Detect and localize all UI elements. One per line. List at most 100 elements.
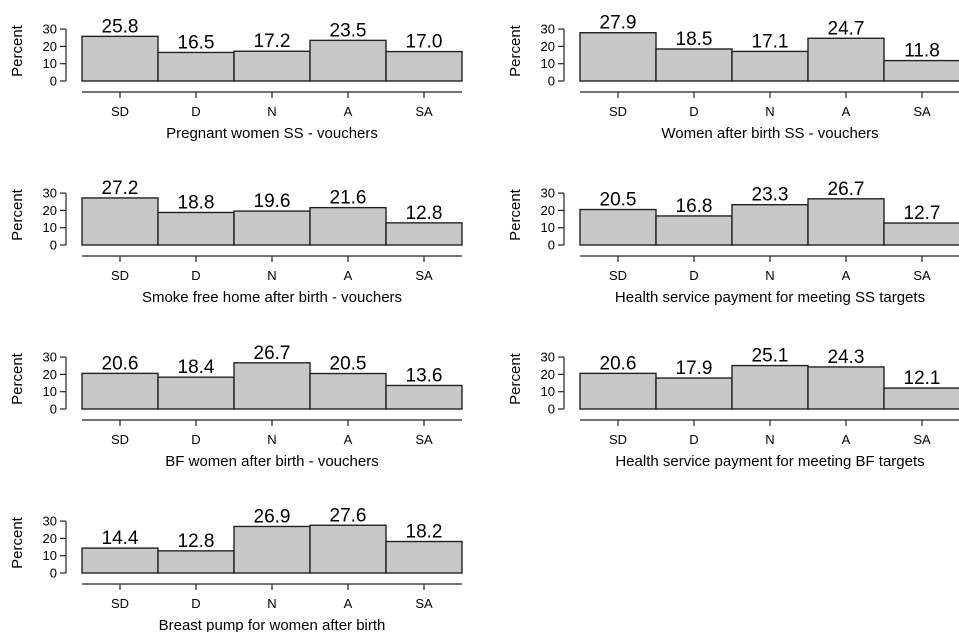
- y-tick-label: 0: [50, 238, 57, 253]
- bar-sa: [385, 540, 463, 574]
- y-tick-label: 30: [541, 350, 555, 365]
- bar-d: [157, 376, 235, 410]
- bar-d: [157, 211, 235, 246]
- x-tick-label: N: [267, 268, 276, 283]
- y-tick-label: 10: [541, 56, 555, 71]
- bar-value-label: 20.6: [600, 353, 637, 374]
- bar-a: [309, 524, 387, 574]
- x-tick-label: N: [765, 432, 774, 447]
- bar-value-label: 12.8: [406, 203, 443, 224]
- bar-sa: [385, 222, 463, 246]
- y-tick-label: 20: [43, 531, 57, 546]
- x-tick-label: N: [267, 104, 276, 119]
- x-tick-label: SA: [415, 432, 433, 447]
- bar-value-label: 25.8: [102, 16, 139, 37]
- y-tick-label: 10: [43, 56, 57, 71]
- bar-d: [655, 215, 733, 246]
- bar-n: [731, 50, 809, 82]
- y-tick-label: 0: [50, 402, 57, 417]
- bar-sd: [81, 547, 159, 574]
- y-axis-label: Percent: [9, 516, 26, 569]
- bar-n: [233, 50, 311, 82]
- bar-sd: [579, 372, 657, 410]
- bar-value-label: 16.8: [676, 196, 713, 217]
- x-tick-label: D: [191, 104, 200, 119]
- bar-sa: [883, 59, 959, 82]
- bar-n: [731, 364, 809, 410]
- x-tick-label: D: [191, 268, 200, 283]
- x-tick-label: SD: [111, 596, 129, 611]
- x-tick-label: A: [344, 596, 353, 611]
- bar-value-label: 20.5: [330, 354, 367, 375]
- bar-value-label: 18.8: [178, 192, 215, 213]
- bar-value-label: 12.1: [904, 368, 941, 389]
- y-tick-label: 30: [43, 514, 57, 529]
- bar-d: [157, 550, 235, 574]
- y-tick-label: 20: [43, 203, 57, 218]
- bar-value-label: 18.5: [676, 29, 713, 50]
- x-tick-label: SA: [913, 432, 931, 447]
- bar-sd: [579, 208, 657, 246]
- x-tick-label: SD: [609, 432, 627, 447]
- bar-value-label: 27.9: [600, 13, 637, 34]
- x-tick-label: D: [689, 432, 698, 447]
- bar-n: [233, 525, 311, 574]
- bar-a: [807, 37, 885, 82]
- bar-n: [233, 210, 311, 246]
- bar-value-label: 27.6: [330, 505, 367, 526]
- x-tick-label: SA: [913, 104, 931, 119]
- bar-value-label: 20.6: [102, 353, 139, 374]
- y-tick-label: 20: [541, 39, 555, 54]
- x-tick-label: A: [842, 432, 851, 447]
- y-tick-label: 0: [548, 402, 555, 417]
- y-axis-label: Percent: [507, 352, 524, 405]
- x-tick-label: SA: [913, 268, 931, 283]
- x-tick-label: SD: [609, 104, 627, 119]
- x-tick-label: SD: [609, 268, 627, 283]
- bar-value-label: 18.2: [406, 522, 443, 543]
- bar-value-label: 24.3: [828, 347, 865, 368]
- x-tick-label: SA: [415, 268, 433, 283]
- bar-value-label: 19.6: [254, 191, 291, 212]
- bar-value-label: 11.8: [904, 41, 940, 62]
- y-tick-label: 20: [541, 203, 555, 218]
- chart-panel-6: Percent 0 10 20 30 20.6 17.9 25.1 24.3 12.1 SD D N A S…: [507, 346, 959, 470]
- y-axis-label: Percent: [9, 188, 26, 241]
- x-tick-label: N: [765, 104, 774, 119]
- chart-panel-4: Percent 0 10 20 30 20.5 16.8 23.3 26.7 12.7 SD D N A S…: [507, 179, 959, 306]
- bar-sa: [883, 387, 959, 410]
- bar-value-label: 26.9: [254, 506, 291, 527]
- bar-d: [157, 51, 235, 82]
- bar-value-label: 16.5: [178, 32, 215, 53]
- bar-value-label: 25.1: [752, 346, 789, 367]
- bar-value-label: 20.5: [600, 190, 637, 211]
- bar-value-label: 26.7: [254, 343, 291, 364]
- y-tick-label: 10: [541, 220, 555, 235]
- bar-d: [655, 48, 733, 82]
- x-tick-label: A: [344, 104, 353, 119]
- bar-value-label: 23.5: [330, 20, 367, 41]
- y-tick-label: 10: [43, 384, 57, 399]
- bar-n: [233, 362, 311, 410]
- chart-title: Health service payment for meeting SS ta…: [615, 289, 925, 306]
- bar-value-label: 21.6: [330, 188, 367, 209]
- y-tick-label: 20: [43, 39, 57, 54]
- bar-a: [309, 372, 387, 410]
- y-tick-label: 30: [43, 186, 57, 201]
- x-tick-label: A: [842, 104, 851, 119]
- bar-value-label: 24.7: [828, 18, 865, 39]
- y-tick-label: 0: [548, 74, 555, 89]
- x-tick-label: A: [344, 268, 353, 283]
- y-tick-label: 30: [541, 186, 555, 201]
- bar-sd: [579, 32, 657, 82]
- bar-sd: [81, 372, 159, 410]
- bar-sa: [385, 50, 463, 82]
- bar-value-label: 12.7: [904, 203, 941, 224]
- bar-value-label: 17.0: [406, 32, 443, 53]
- bar-a: [807, 198, 885, 246]
- y-tick-label: 30: [541, 22, 555, 37]
- y-tick-label: 10: [43, 548, 57, 563]
- x-tick-label: SA: [415, 104, 433, 119]
- bar-a: [309, 206, 387, 246]
